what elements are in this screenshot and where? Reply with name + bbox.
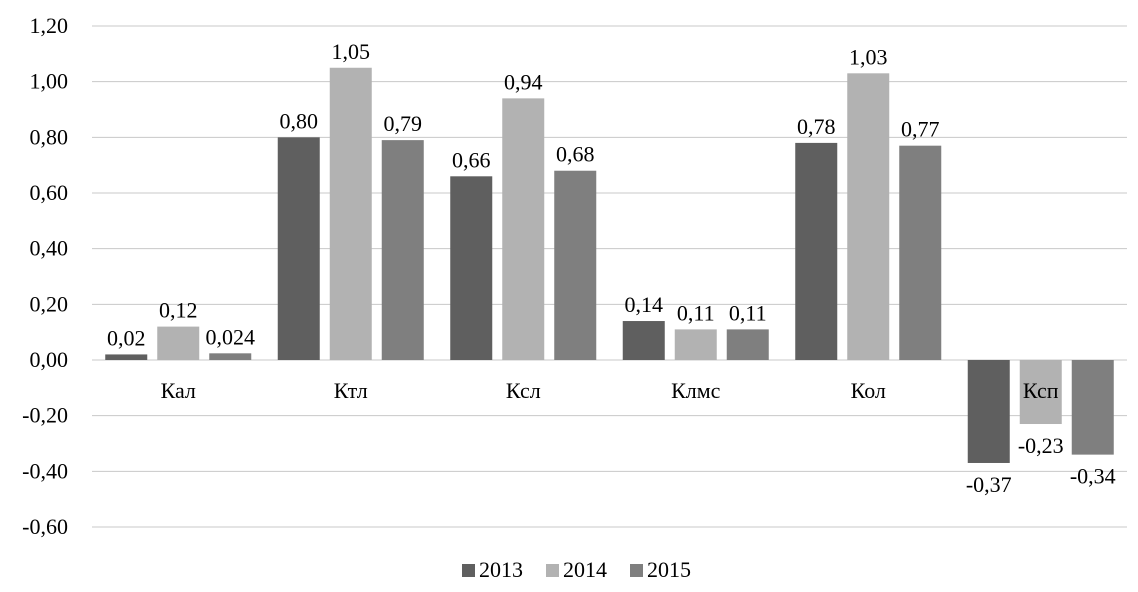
y-tick-label: 0,00 — [30, 347, 69, 372]
bar-Кал-2014 — [157, 326, 200, 360]
bar-Ксп-2014 — [1019, 360, 1062, 425]
y-tick-label: 1,00 — [30, 69, 69, 94]
bar-Ксп-2013 — [967, 360, 1010, 463]
category-label: Ксп — [1023, 378, 1059, 403]
y-tick-label: 1,20 — [30, 13, 69, 38]
bar-Ктл-2015 — [381, 140, 424, 360]
data-label: 0,66 — [452, 147, 491, 172]
bar-Кол-2013 — [795, 142, 838, 360]
data-label: 0,024 — [206, 324, 256, 349]
legend-swatch-2013 — [462, 564, 475, 577]
y-tick-label: -0,40 — [22, 458, 68, 483]
legend-swatch-2014 — [546, 564, 559, 577]
bar-Кол-2014 — [847, 73, 890, 361]
bar-Ктл-2014 — [329, 67, 372, 360]
bar-Ксл-2014 — [502, 98, 545, 360]
bar-Кол-2015 — [899, 145, 942, 360]
legend-label: 2013 — [479, 557, 523, 582]
category-label: Клмс — [671, 378, 721, 403]
y-axis-tick-labels: 1,20 1,00 0,80 0,60 0,40 0,20 0,00 -0,20 -0,40 -0… — [22, 13, 68, 539]
data-label: -0,23 — [1018, 433, 1064, 458]
data-label: 0,80 — [280, 108, 319, 133]
data-label: 0,78 — [797, 114, 836, 139]
data-label: 1,05 — [332, 39, 371, 64]
grid-lines — [92, 25, 1127, 528]
legend-label: 2015 — [647, 557, 691, 582]
data-label: 0,12 — [159, 298, 198, 323]
data-label: -0,37 — [966, 472, 1012, 497]
bar-Кал-2013 — [105, 354, 148, 360]
y-tick-label: -0,20 — [22, 403, 68, 428]
data-label: 0,77 — [901, 117, 940, 142]
category-label: Ксл — [506, 378, 541, 403]
data-label: 0,02 — [107, 325, 146, 350]
y-tick-label: 0,40 — [30, 236, 69, 261]
bar-Клмс-2013 — [622, 321, 665, 360]
data-label: 0,68 — [556, 142, 595, 167]
data-label: -0,34 — [1070, 464, 1116, 489]
data-label: 0,11 — [729, 300, 767, 325]
bar-Ксл-2015 — [554, 170, 597, 360]
bar-Ктл-2013 — [277, 137, 320, 360]
y-tick-label: 0,80 — [30, 124, 69, 149]
legend-swatch-2015 — [630, 564, 643, 577]
bar-Клмс-2015 — [726, 329, 769, 360]
y-tick-label: 0,60 — [30, 180, 69, 205]
data-label: 0,79 — [384, 111, 423, 136]
category-label: Кал — [161, 378, 196, 403]
legend: 2013 2014 2015 — [462, 557, 691, 582]
data-label: 0,14 — [625, 292, 664, 317]
data-label: 0,11 — [677, 300, 715, 325]
data-label: 1,03 — [849, 44, 888, 69]
y-tick-label: 0,20 — [30, 291, 69, 316]
category-label: Кол — [851, 378, 886, 403]
bar-Ксл-2013 — [450, 176, 493, 360]
data-labels: 0,02 0,12 0,024 0,80 1,05 0,79 0,66 0,94 0,68 0,1… — [107, 39, 1116, 497]
category-label: Ктл — [334, 378, 368, 403]
data-label: 0,94 — [504, 69, 543, 94]
legend-label: 2014 — [563, 557, 607, 582]
bar-Ксп-2015 — [1071, 360, 1114, 455]
category-labels: Кал Ктл Ксл Клмс Кол Ксп — [161, 378, 1059, 403]
y-tick-label: -0,60 — [22, 514, 68, 539]
bar-Кал-2015 — [209, 353, 252, 360]
bars — [105, 67, 1114, 463]
bar-Клмс-2014 — [674, 329, 717, 360]
